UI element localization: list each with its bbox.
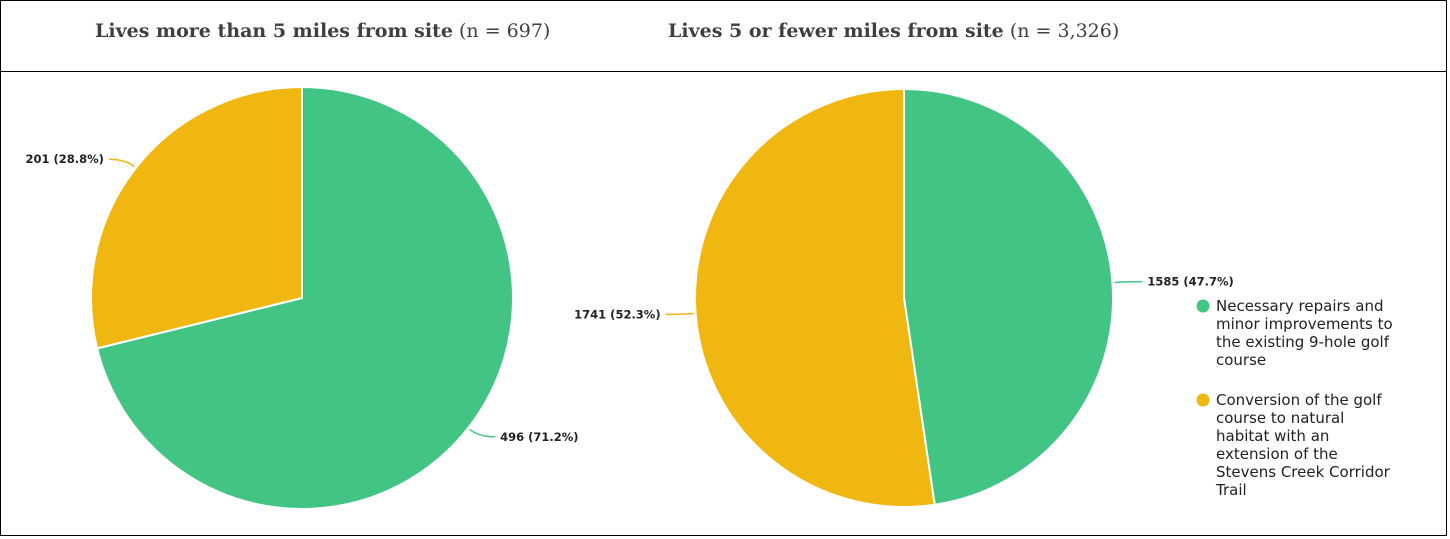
pie1-leader-1 xyxy=(469,428,496,438)
pie2-slice-1 xyxy=(903,88,1114,506)
legend-label-2-line-2: course to natural xyxy=(1216,409,1344,427)
pie1-leader-2 xyxy=(108,158,135,168)
pie2-leader-1 xyxy=(1114,280,1143,284)
right-heading-n: (n = 3,326) xyxy=(1003,20,1120,42)
legend-label-2-line-6: Trail xyxy=(1215,481,1247,499)
right-chart-heading: Lives 5 or fewer miles from site (n = 3,… xyxy=(668,20,1119,42)
legend-marker-1 xyxy=(1196,299,1210,313)
left-heading-bold: Lives more than 5 miles from site xyxy=(95,20,453,42)
left-heading-n: (n = 697) xyxy=(452,20,551,42)
legend-label-1-line-2: minor improvements to xyxy=(1216,315,1393,333)
header-divider xyxy=(0,71,1447,72)
legend-label-2-line-1: Conversion of the golf xyxy=(1216,391,1382,409)
pie1-data-label-1: 496 (71.2%) xyxy=(500,430,578,444)
pie1-slice-1 xyxy=(96,86,514,510)
pie1-data-label-2: 201 (28.8%) xyxy=(25,152,103,166)
pie2-leader-2 xyxy=(665,312,694,316)
right-heading-bold: Lives 5 or fewer miles from site xyxy=(668,20,1004,42)
pie2-data-label-2: 1741 (52.3%) xyxy=(574,307,660,321)
legend-label-2-line-3: habitat with an xyxy=(1216,427,1329,445)
legend-label-2-line-5: Stevens Creek Corridor xyxy=(1216,463,1391,481)
left-chart-heading: Lives more than 5 miles from site (n = 6… xyxy=(95,20,550,42)
legend-label-1-line-1: Necessary repairs and xyxy=(1216,297,1383,315)
pie2-data-label-1: 1585 (47.7%) xyxy=(1147,275,1233,289)
legend-label-1-line-3: the existing 9-hole golf xyxy=(1216,333,1390,351)
legend-marker-2 xyxy=(1196,393,1210,407)
pie1-slice-2 xyxy=(90,86,303,350)
legend-label-2-line-4: extension of the xyxy=(1216,445,1338,463)
pie2-slice-2 xyxy=(694,88,936,508)
legend-label-1-line-4: course xyxy=(1216,351,1266,369)
